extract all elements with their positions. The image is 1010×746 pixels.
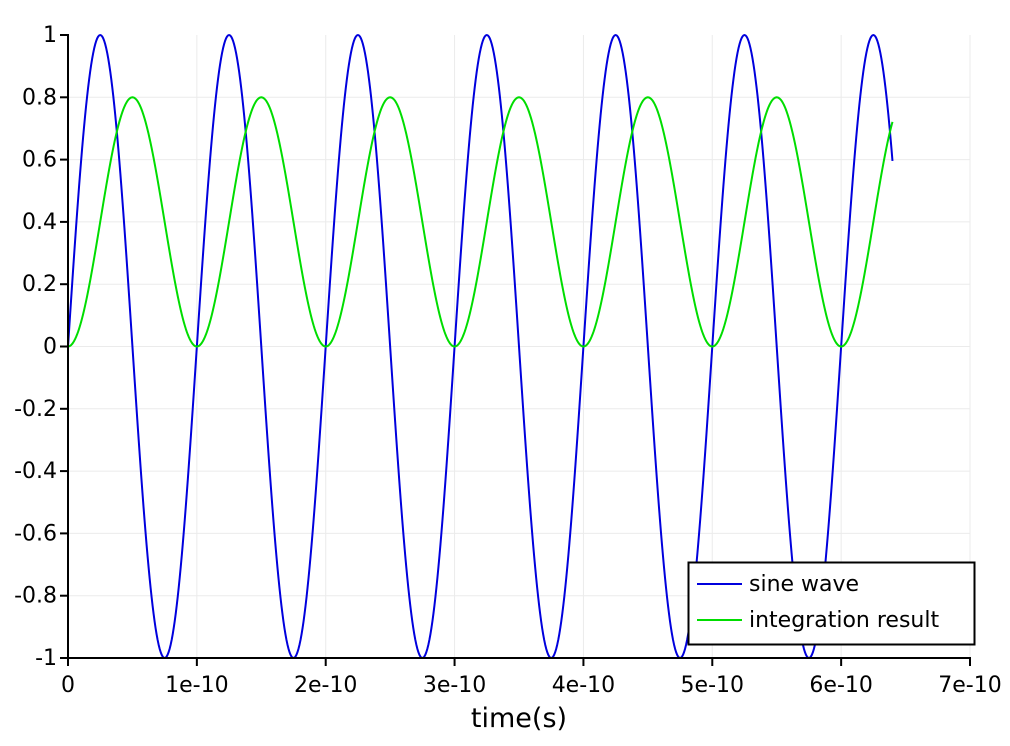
- y-tick-label: 0.6: [22, 148, 57, 173]
- y-tick-label: 1: [43, 23, 57, 48]
- tick-marks-and-labels: 0 1e-10 2e-10 3e-10 4e-10 5e-10 6e-10 7e-10 1 0.8…: [14, 23, 1002, 698]
- y-tick-label: -0.4: [14, 459, 57, 484]
- x-tick-label: 4e-10: [552, 673, 615, 698]
- y-tick-label: -0.6: [14, 521, 57, 546]
- legend-frame: [687, 561, 976, 646]
- data-curves: [67, 34, 894, 659]
- x-tick-label: 7e-10: [938, 673, 1001, 698]
- x-tick-label: 0: [61, 673, 75, 698]
- x-tick-label: 1e-10: [165, 673, 228, 698]
- x-tick-label: 3e-10: [423, 673, 486, 698]
- x-tick-label: 6e-10: [809, 673, 872, 698]
- x-axis-title: time(s): [471, 703, 567, 734]
- x-tick-label: 2e-10: [294, 673, 357, 698]
- y-tick-label: -1: [35, 646, 57, 671]
- y-tick-label: -0.8: [14, 584, 57, 609]
- legend-label-sine-wave: sine wave: [749, 572, 859, 597]
- legend-label-integration-result: integration result: [749, 608, 939, 633]
- y-tick-label: 0: [43, 335, 57, 360]
- y-tick-label: -0.2: [14, 397, 57, 422]
- y-tick-label: 0.2: [22, 272, 57, 297]
- curve-integration-result: [67, 96, 894, 348]
- y-tick-label: 0.4: [22, 210, 57, 235]
- curve-sine-wave: [67, 34, 894, 659]
- y-tick-label: 0.8: [22, 85, 57, 110]
- x-tick-label: 5e-10: [681, 673, 744, 698]
- legend-box: sine wave integration result: [687, 561, 976, 646]
